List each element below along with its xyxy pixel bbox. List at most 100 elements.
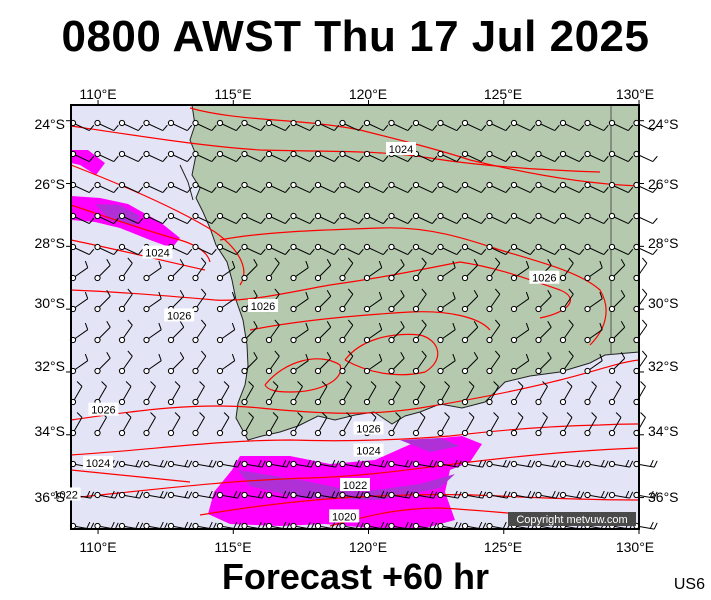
wind-barb [265,181,291,194]
isobar [344,333,439,376]
wind-barb [486,150,511,163]
wind-barb [143,353,162,375]
wind-barb [510,150,536,163]
isobar-label: 1022 [50,487,81,501]
wind-barb [290,243,315,256]
wind-barb [192,119,217,132]
wind-barb [363,381,377,406]
wind-barb [388,212,413,225]
wind-barb [584,412,597,437]
wind-barb [216,381,230,406]
wind-barb [412,381,426,406]
wind-barb [608,119,634,132]
wind-barb [339,319,354,344]
wind-barb [265,459,291,468]
wind-barb [192,412,205,437]
wind-barb [192,459,217,468]
wind-barb [314,320,332,344]
lat-tick-left: 30°S [34,295,65,311]
wind-barb [290,181,315,194]
isobar [70,239,206,271]
wind-barb [290,260,309,282]
wind-barb [241,381,254,406]
wind-barb [314,150,340,163]
wind-barb [535,289,552,313]
lon-tick-bottom: 125°E [484,539,522,555]
wind-barb [535,320,552,344]
wind-barb [167,320,185,344]
wind-barb [216,212,242,225]
wind-barb [363,459,389,468]
wind-barb [388,258,405,282]
isobar-value: 1026 [91,405,115,417]
wind-barb [314,490,340,499]
wind-barb [265,412,279,437]
wind-barb [510,381,524,406]
wind-barb [192,350,207,375]
wind-barb [314,351,332,375]
wind-barb [265,319,280,344]
wind-barb [241,459,266,468]
wind-barb [584,243,609,256]
wind-barb [535,351,552,375]
wind-barb [486,243,511,256]
wind-barb [167,258,185,282]
wind-barb [461,258,479,282]
copyright-box [508,512,636,526]
wind-barb [339,350,354,375]
lon-tick-top: 110°E [79,86,116,102]
wind-barb [118,288,133,313]
wind-barb [290,412,303,437]
wind-barb [167,381,181,406]
wind-barb [584,381,597,406]
wind-barb [192,212,217,225]
wind-barb [510,322,530,344]
wind-barb [412,212,438,225]
wind-barb [339,119,364,132]
isobar-label: 1024 [353,443,384,457]
copyright-text: Copyright metvuw.com [516,514,627,526]
wind-barb [241,412,254,437]
wind-barb [339,212,364,225]
wind-barb [461,150,487,163]
isobar-value: 1026 [167,310,191,322]
wind-barb [265,381,279,406]
lat-tick-right: 26°S [648,176,679,192]
lat-tick-left: 24°S [34,116,65,132]
wind-barb [437,260,456,282]
wind-barb [241,351,258,375]
wind-barb [584,291,603,313]
isobar [70,125,601,173]
isobar-value: 1026 [532,273,556,285]
wind-barb [486,490,511,499]
wind-barb [192,243,217,256]
wind-barb [167,459,193,468]
wind-barb [314,459,340,468]
wind-barb [559,212,585,225]
wind-barb [363,243,389,256]
isobar [70,359,640,421]
wind-barb [363,119,389,132]
wind-barb [412,459,438,468]
wind-barb [363,490,389,499]
wind-barb [388,490,413,499]
lon-tick-top: 120°E [349,86,387,102]
isobar [70,204,211,263]
wind-barb [437,243,462,256]
wind-barb [559,381,573,406]
wind-barb [192,381,205,406]
wind-barb [290,150,315,163]
isobar [264,358,342,393]
wind-barb [265,243,291,256]
wind-barb [314,258,332,282]
wind-barb [265,350,280,375]
wind-barb [461,490,487,499]
wind-barb [216,181,242,194]
wind-barb [290,322,309,344]
isobar-value: 1026 [251,301,275,313]
wind-barb [437,412,450,437]
wind-barb [461,351,479,375]
lat-tick-right: 36°S [648,489,679,505]
wind-barb [216,322,236,344]
